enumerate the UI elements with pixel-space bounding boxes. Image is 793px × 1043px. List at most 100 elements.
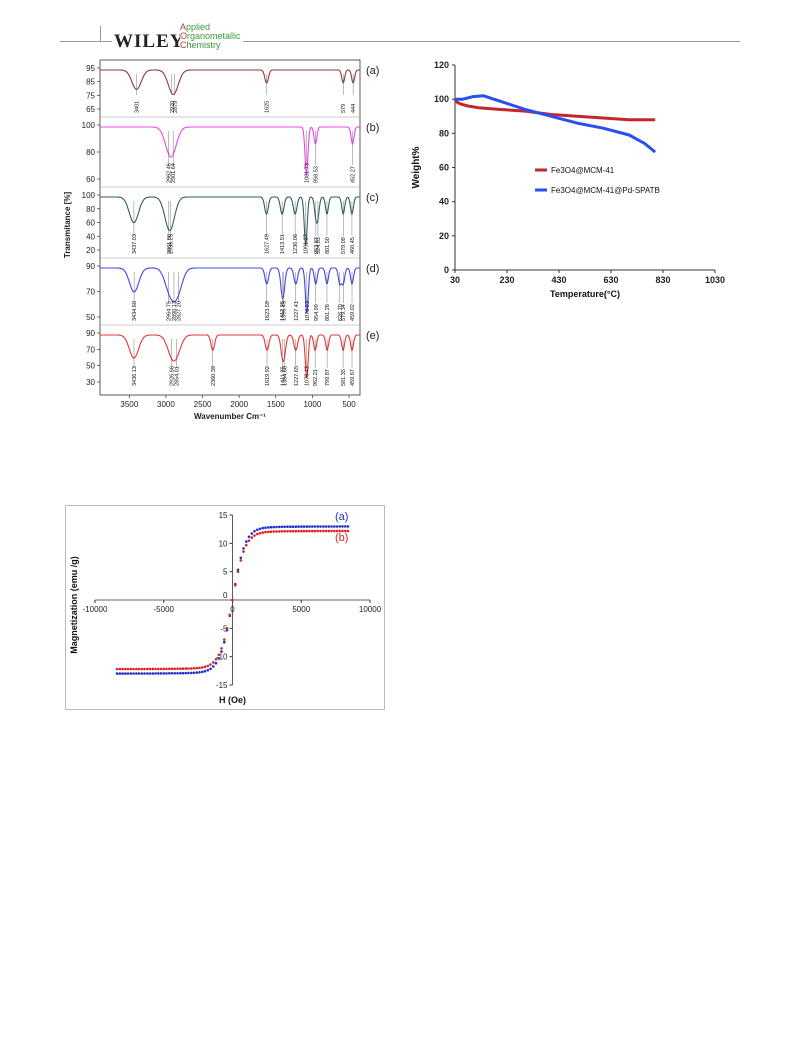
data-point: [121, 667, 124, 671]
data-point: [223, 638, 226, 641]
y-tick-label: 80: [86, 205, 95, 214]
data-point: [258, 531, 262, 535]
x-tick-label: 2500: [194, 400, 212, 409]
x-tick-label: 500: [342, 400, 356, 409]
data-point: [181, 667, 185, 670]
header-tick: [100, 26, 101, 41]
peak-label: 460.45: [350, 237, 356, 254]
data-point: [245, 540, 248, 543]
data-point: [300, 529, 303, 533]
peak-label: 801.50: [325, 237, 331, 254]
data-point: [234, 583, 237, 587]
y-tick-label: 50: [86, 362, 95, 371]
peak-label: 2854.01: [175, 366, 181, 386]
x-tick-label: 5000: [292, 605, 310, 614]
data-point: [330, 529, 333, 533]
legend-label: Fe3O4@MCM-41@Pd-SPATB: [551, 186, 660, 195]
peak-label: 2890.13: [172, 301, 178, 321]
data-point: [220, 650, 223, 653]
data-point: [115, 667, 119, 671]
peak-label: 1627.49: [264, 234, 270, 254]
peak-label: 1623.59: [265, 301, 271, 321]
data-point: [187, 671, 190, 675]
peak-label: 1625: [265, 101, 271, 113]
peak-label: 579: [341, 104, 347, 113]
data-point: [247, 539, 251, 542]
vsm-figure: -10000 -5000 0 5000 10000 -15 -10 -5 5 10 15 0 (a) (b…: [65, 505, 385, 710]
peak-label: 581.35: [341, 369, 347, 386]
data-point: [135, 672, 138, 675]
data-point: [289, 525, 292, 528]
data-point: [137, 667, 141, 671]
data-point: [291, 529, 295, 533]
panel-label: (e): [366, 330, 379, 342]
peak-label: 2827.20: [177, 301, 183, 321]
peak-label: 1396.45: [281, 301, 287, 321]
data-point: [154, 667, 157, 671]
y-tick-label: 90: [86, 329, 95, 338]
data-point: [289, 529, 292, 533]
peak-label: 579.34: [341, 304, 347, 321]
peak-label: 459.67: [350, 369, 356, 386]
data-point: [250, 532, 254, 535]
x-axis-label: H (Oe): [219, 695, 246, 705]
peak-label: 958.53: [313, 166, 319, 183]
data-point: [280, 525, 284, 529]
data-point: [195, 671, 199, 674]
peak-label: 3401: [135, 101, 141, 113]
data-point: [220, 647, 223, 650]
data-point: [294, 529, 298, 533]
data-point: [346, 525, 350, 528]
peak-label: 459.02: [350, 304, 356, 321]
data-point: [137, 672, 141, 675]
data-point: [228, 613, 232, 617]
data-point: [242, 547, 245, 550]
data-point: [278, 530, 281, 533]
data-point: [264, 530, 267, 534]
spectrum-line: [100, 334, 360, 379]
data-point: [272, 530, 276, 533]
x-tick-label: 3500: [120, 400, 138, 409]
y-tick-label: 70: [86, 288, 95, 297]
plot-frame: [99, 59, 361, 396]
peak-label: 1236.06: [293, 234, 299, 254]
data-point: [170, 672, 174, 675]
data-point: [201, 666, 204, 669]
series-label: (b): [335, 532, 348, 544]
data-point: [212, 661, 215, 664]
y-tick-label: 0: [444, 265, 449, 275]
data-point: [209, 667, 212, 671]
data-point: [302, 529, 306, 533]
peak-label: 2879: [173, 101, 179, 113]
data-point: [201, 670, 204, 674]
y-axis-label: Magnetization (emu /g): [69, 556, 79, 654]
x-tick-label: 3000: [157, 400, 175, 409]
figure-frame: [65, 505, 385, 710]
x-tick-label: -5000: [154, 605, 175, 614]
data-point: [140, 667, 144, 671]
y-tick-label: 40: [439, 197, 449, 207]
data-point: [236, 568, 240, 572]
data-point: [187, 667, 190, 670]
data-point: [338, 525, 342, 528]
y-tick-label: 75: [86, 91, 95, 100]
peak-label: 2936.25: [169, 234, 175, 254]
peak-label: 1091.27: [304, 234, 310, 254]
y-tick-label: 10: [219, 539, 228, 548]
y-tick-label: 15: [219, 511, 228, 520]
data-point: [190, 671, 193, 675]
data-point: [322, 529, 325, 533]
data-point: [143, 672, 146, 675]
data-point: [214, 661, 218, 665]
y-tick-label: 100: [82, 121, 96, 130]
spectrum-line: [100, 126, 360, 176]
data-point: [146, 672, 149, 675]
data-point: [143, 667, 146, 671]
data-point: [173, 667, 177, 671]
peak-label: 2926.66: [169, 366, 175, 386]
data-point: [341, 525, 344, 528]
data-point: [135, 667, 138, 671]
data-point: [192, 671, 196, 675]
x-tick-label: 230: [499, 275, 514, 285]
